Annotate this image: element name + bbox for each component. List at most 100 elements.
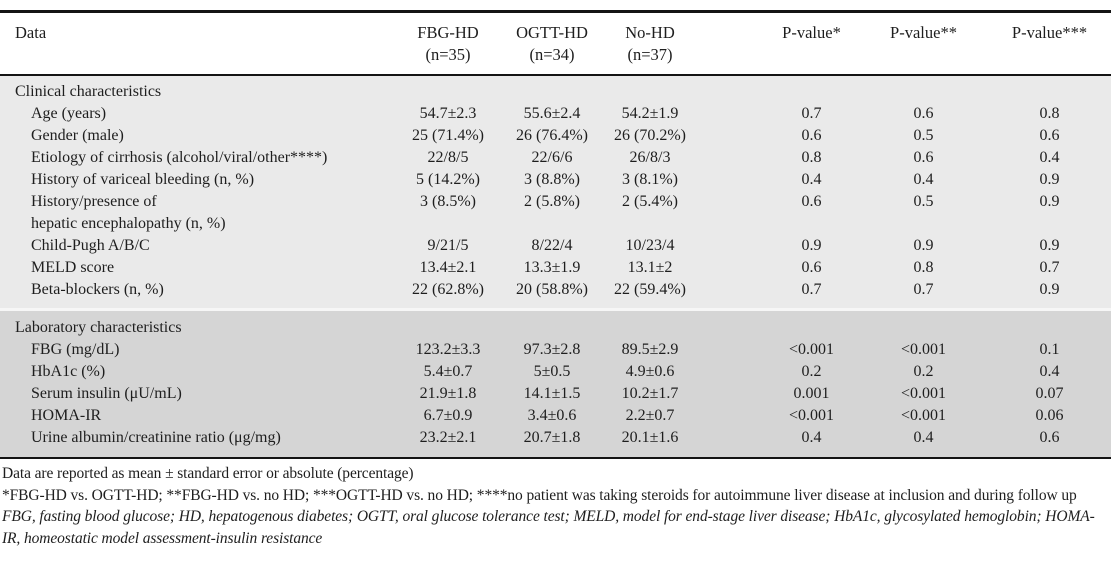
row-label-line1: Urine albumin/creatinine ratio (μg/mg): [31, 429, 281, 446]
cell-value: 0.5: [913, 127, 934, 144]
row-label: Gender (male): [0, 125, 392, 147]
footnotes: Data are reported as mean ± standard err…: [0, 459, 1111, 549]
table-row: Gender (male) 25 (71.4%) 26 (76.4%) 26 (70.…: [0, 125, 1111, 147]
row-label: HOMA-IR: [0, 405, 392, 427]
column-header-no-hd: No-HD (n=37): [600, 13, 700, 76]
paper-table-figure: Data FBG-HD (n=35) OGTT-HD (n=34) No-HD …: [0, 10, 1111, 549]
cell-value: 20.7±1.8: [523, 429, 581, 446]
row-label-line1: Etiology of cirrhosis (alcohol/viral/oth…: [31, 149, 328, 166]
row-label: Child-Pugh A/B/C: [0, 235, 392, 257]
cell-value: 0.9: [1039, 237, 1060, 254]
cell-value: 54.7±2.3: [419, 105, 477, 122]
cell-value: 0.1: [1039, 341, 1060, 358]
table-row: Beta-blockers (n, %) 22 (62.8%) 20 (58.8%)…: [0, 279, 1111, 310]
row-label: HbA1c (%): [0, 361, 392, 383]
cell-value: 22/8/5: [427, 149, 469, 166]
cell-value: 0.6: [1039, 127, 1060, 144]
table-row: FBG (mg/dL) 123.2±3.3 97.3±2.8 89.5±2.9 <0.0…: [0, 339, 1111, 361]
cell-value: 13.4±2.1: [419, 259, 477, 276]
table-row: History/presence of hepatic encephalopath…: [0, 191, 1111, 235]
cell-value: 13.3±1.9: [523, 259, 581, 276]
cell-value: 97.3±2.8: [523, 341, 581, 358]
cell-value: 0.4: [801, 171, 822, 188]
cell-value: 3 (8.1%): [622, 171, 678, 188]
column-header-p-value-2: P-value**: [865, 13, 970, 76]
footnote-abbreviations: FBG, fasting blood glucose; HD, hepatoge…: [2, 508, 1095, 547]
cell-value: 0.7: [913, 281, 934, 298]
section-title: Clinical characteristics: [15, 83, 162, 100]
cell-value: 0.6: [801, 259, 822, 276]
cell-value: 0.6: [801, 193, 822, 210]
cell-value: 0.8: [1039, 105, 1060, 122]
table-row: Age (years) 54.7±2.3 55.6±2.4 54.2±1.9 0.7 0.…: [0, 103, 1111, 125]
cell-value: 0.6: [913, 149, 934, 166]
cell-value: 26 (70.2%): [614, 127, 686, 144]
table-row: Etiology of cirrhosis (alcohol/viral/oth…: [0, 147, 1111, 169]
cell-value: <0.001: [900, 407, 947, 424]
row-label-line2: hepatic encephalopathy (n, %): [31, 215, 226, 232]
cell-value: 21.9±1.8: [419, 385, 477, 402]
cell-value: 0.9: [801, 237, 822, 254]
column-header-fbg-hd: FBG-HD (n=35): [392, 13, 504, 76]
cell-value: 0.4: [801, 429, 822, 446]
footnote-reporting: Data are reported as mean ± standard err…: [2, 465, 414, 482]
cell-value: 4.9±0.6: [625, 363, 675, 380]
cell-value: 0.8: [913, 259, 934, 276]
section-title: Laboratory characteristics: [15, 319, 182, 336]
cell-value: 0.9: [1039, 171, 1060, 188]
row-label-line1: Child-Pugh A/B/C: [31, 237, 150, 254]
table-row: Urine albumin/creatinine ratio (μg/mg) 23…: [0, 427, 1111, 457]
cell-value: 3 (8.5%): [420, 193, 476, 210]
cell-value: 0.2: [913, 363, 934, 380]
row-label-line1: Serum insulin (μU/mL): [31, 385, 182, 402]
table-top-rule: [0, 10, 1111, 13]
cell-value: 9/21/5: [427, 237, 469, 254]
cell-value: 26/8/3: [629, 149, 671, 166]
cell-value: 25 (71.4%): [412, 127, 484, 144]
cell-value: 0.9: [1039, 193, 1060, 210]
row-label: History/presence of hepatic encephalopath…: [0, 191, 392, 235]
table-row: MELD score 13.4±2.1 13.3±1.9 13.1±2 0.6 0.8 0.…: [0, 257, 1111, 279]
column-header-label: OGTT-HD: [516, 23, 588, 42]
cell-value: 0.7: [801, 105, 822, 122]
row-label-line1: History of variceal bleeding (n, %): [31, 171, 255, 188]
cell-value: 5±0.5: [533, 363, 571, 380]
row-label-line1: FBG (mg/dL): [31, 341, 120, 358]
cell-value: 123.2±3.3: [415, 341, 481, 358]
table-row: Child-Pugh A/B/C 9/21/5 8/22/4 10/23/4 0.9 0.…: [0, 235, 1111, 257]
cell-value: <0.001: [788, 341, 835, 358]
table-row: HbA1c (%) 5.4±0.7 5±0.5 4.9±0.6 0.2 0.2 0.4: [0, 361, 1111, 383]
cell-value: 0.9: [913, 237, 934, 254]
column-header-p-value-3: P-value***: [970, 13, 1111, 76]
section-title-row: Clinical characteristics: [0, 75, 1111, 103]
cell-value: 22 (59.4%): [614, 281, 686, 298]
row-label: Serum insulin (μU/mL): [0, 383, 392, 405]
cell-value: 20.1±1.6: [621, 429, 679, 446]
cell-value: 2 (5.4%): [622, 193, 678, 210]
row-label: History of variceal bleeding (n, %): [0, 169, 392, 191]
cell-value: <0.001: [900, 341, 947, 358]
column-header-n: (n=34): [529, 45, 575, 64]
header-row: Data FBG-HD (n=35) OGTT-HD (n=34) No-HD …: [0, 13, 1111, 76]
cell-value: 10/23/4: [625, 237, 675, 254]
cell-value: 0.2: [801, 363, 822, 380]
column-header-n: (n=37): [627, 45, 673, 64]
cell-value: 22 (62.8%): [412, 281, 484, 298]
cell-value: 0.8: [801, 149, 822, 166]
section-laboratory-characteristics: Laboratory characteristics FBG (mg/dL) 123…: [0, 309, 1111, 457]
column-header-n: (n=35): [425, 45, 471, 64]
cell-value: 5.4±0.7: [423, 363, 473, 380]
row-label-line1: Gender (male): [31, 127, 124, 144]
row-label-line1: HbA1c (%): [31, 363, 106, 380]
row-label-line1: Age (years): [31, 105, 107, 122]
cell-value: 0.6: [801, 127, 822, 144]
cell-value: 26 (76.4%): [516, 127, 588, 144]
cell-value: 0.7: [801, 281, 822, 298]
cell-value: 6.7±0.9: [423, 407, 473, 424]
footnote-symbols: *FBG-HD vs. OGTT-HD; **FBG-HD vs. no HD;…: [2, 486, 1077, 504]
column-header-label: Data: [15, 23, 47, 42]
row-label: MELD score: [0, 257, 392, 279]
cell-value: 0.4: [1039, 149, 1060, 166]
section-clinical-characteristics: Clinical characteristics Age (years) 54.7±…: [0, 75, 1111, 310]
column-header-label: P-value**: [890, 23, 957, 42]
